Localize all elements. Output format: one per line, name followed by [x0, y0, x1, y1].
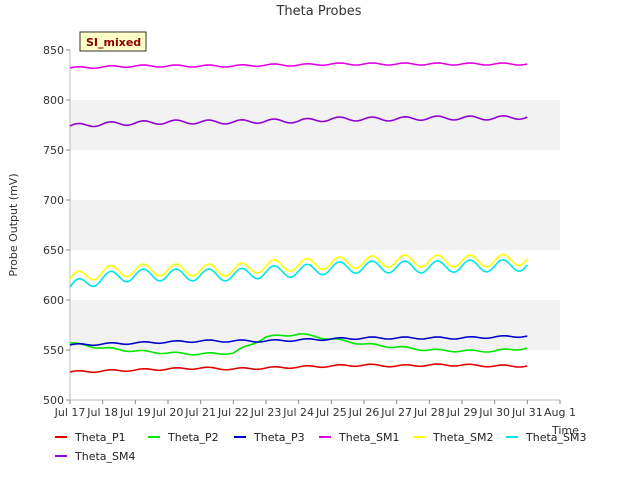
x-tick-label: Jul 21: [184, 406, 216, 419]
y-tick-label: 600: [43, 294, 64, 307]
chart-title: Theta Probes: [275, 4, 361, 19]
legend-label: Theta_P1: [74, 431, 126, 444]
series-line-theta_sm3: [69, 258, 528, 288]
x-tick-label: Jul 17: [54, 406, 86, 419]
x-tick-label: Jul 24: [282, 406, 314, 419]
legend-label: Theta_P2: [167, 431, 219, 444]
site-badge: SI_mixed: [79, 31, 147, 52]
y-tick-label: 850: [43, 44, 64, 57]
grid-band: [70, 50, 560, 100]
legend-label: Theta_SM4: [74, 450, 135, 463]
x-tick-label: Jul 18: [86, 406, 118, 419]
x-tick-label: Jul 31: [511, 406, 543, 419]
grid-bands: [70, 50, 560, 400]
x-tick-label: Jul 23: [250, 406, 282, 419]
x-tick-label: Jul 28: [413, 406, 445, 419]
y-axis-label: Probe Output (mV): [7, 173, 20, 276]
series-line-theta_p3: [69, 334, 528, 347]
site-badge-box: [79, 31, 147, 52]
legend-label: Theta_SM2: [432, 431, 493, 444]
x-tick-label: Jul 20: [152, 406, 184, 419]
plot-area: [69, 50, 560, 401]
x-tick-label: Jul 22: [217, 406, 249, 419]
site-badge-label: SI_mixed: [86, 36, 141, 49]
y-tick-label: 800: [43, 94, 64, 107]
grid-band: [70, 350, 560, 400]
x-tick-label: Jul 29: [446, 406, 478, 419]
series-line-theta_sm2: [69, 253, 528, 281]
y-tick-label: 700: [43, 194, 64, 207]
series-line-theta_sm1: [69, 62, 528, 70]
x-tick-label: Aug 1: [544, 406, 576, 419]
x-tick-label: Jul 26: [348, 406, 380, 419]
y-tick-label: 650: [43, 244, 64, 257]
x-tick-label: Jul 19: [119, 406, 151, 419]
grid-band: [70, 150, 560, 200]
grid-band: [70, 300, 560, 350]
x-tick-label: Jul 25: [315, 406, 347, 419]
legend-label: Theta_SM3: [525, 431, 586, 444]
y-tick-label: 550: [43, 344, 64, 357]
grid-band: [70, 200, 560, 250]
series-line-theta_p1: [69, 363, 528, 374]
y-tick-label: 750: [43, 144, 64, 157]
x-tick-label: Jul 30: [478, 406, 510, 419]
grid-band: [70, 250, 560, 300]
y-tick-label: 500: [43, 394, 64, 407]
x-axis-label: Time: [551, 424, 579, 437]
legend: Theta_P1 Theta_P2 Theta_P3 Theta_SM1 Theta_S…: [55, 431, 586, 463]
series-line-theta_p2: [69, 333, 528, 356]
x-axis: Jul 17 Jul 18 Jul 19 Jul 20 Jul 21 Jul 22 Jul …: [54, 400, 576, 419]
legend-label: Theta_P3: [253, 431, 305, 444]
y-axis: 500 550 600 650 700 750 800 850: [43, 44, 70, 407]
series-layer: [69, 62, 528, 374]
x-tick-label: Jul 27: [380, 406, 412, 419]
series-line-theta_sm4: [69, 114, 528, 128]
grid-band: [70, 100, 560, 150]
legend-label: Theta_SM1: [338, 431, 399, 444]
